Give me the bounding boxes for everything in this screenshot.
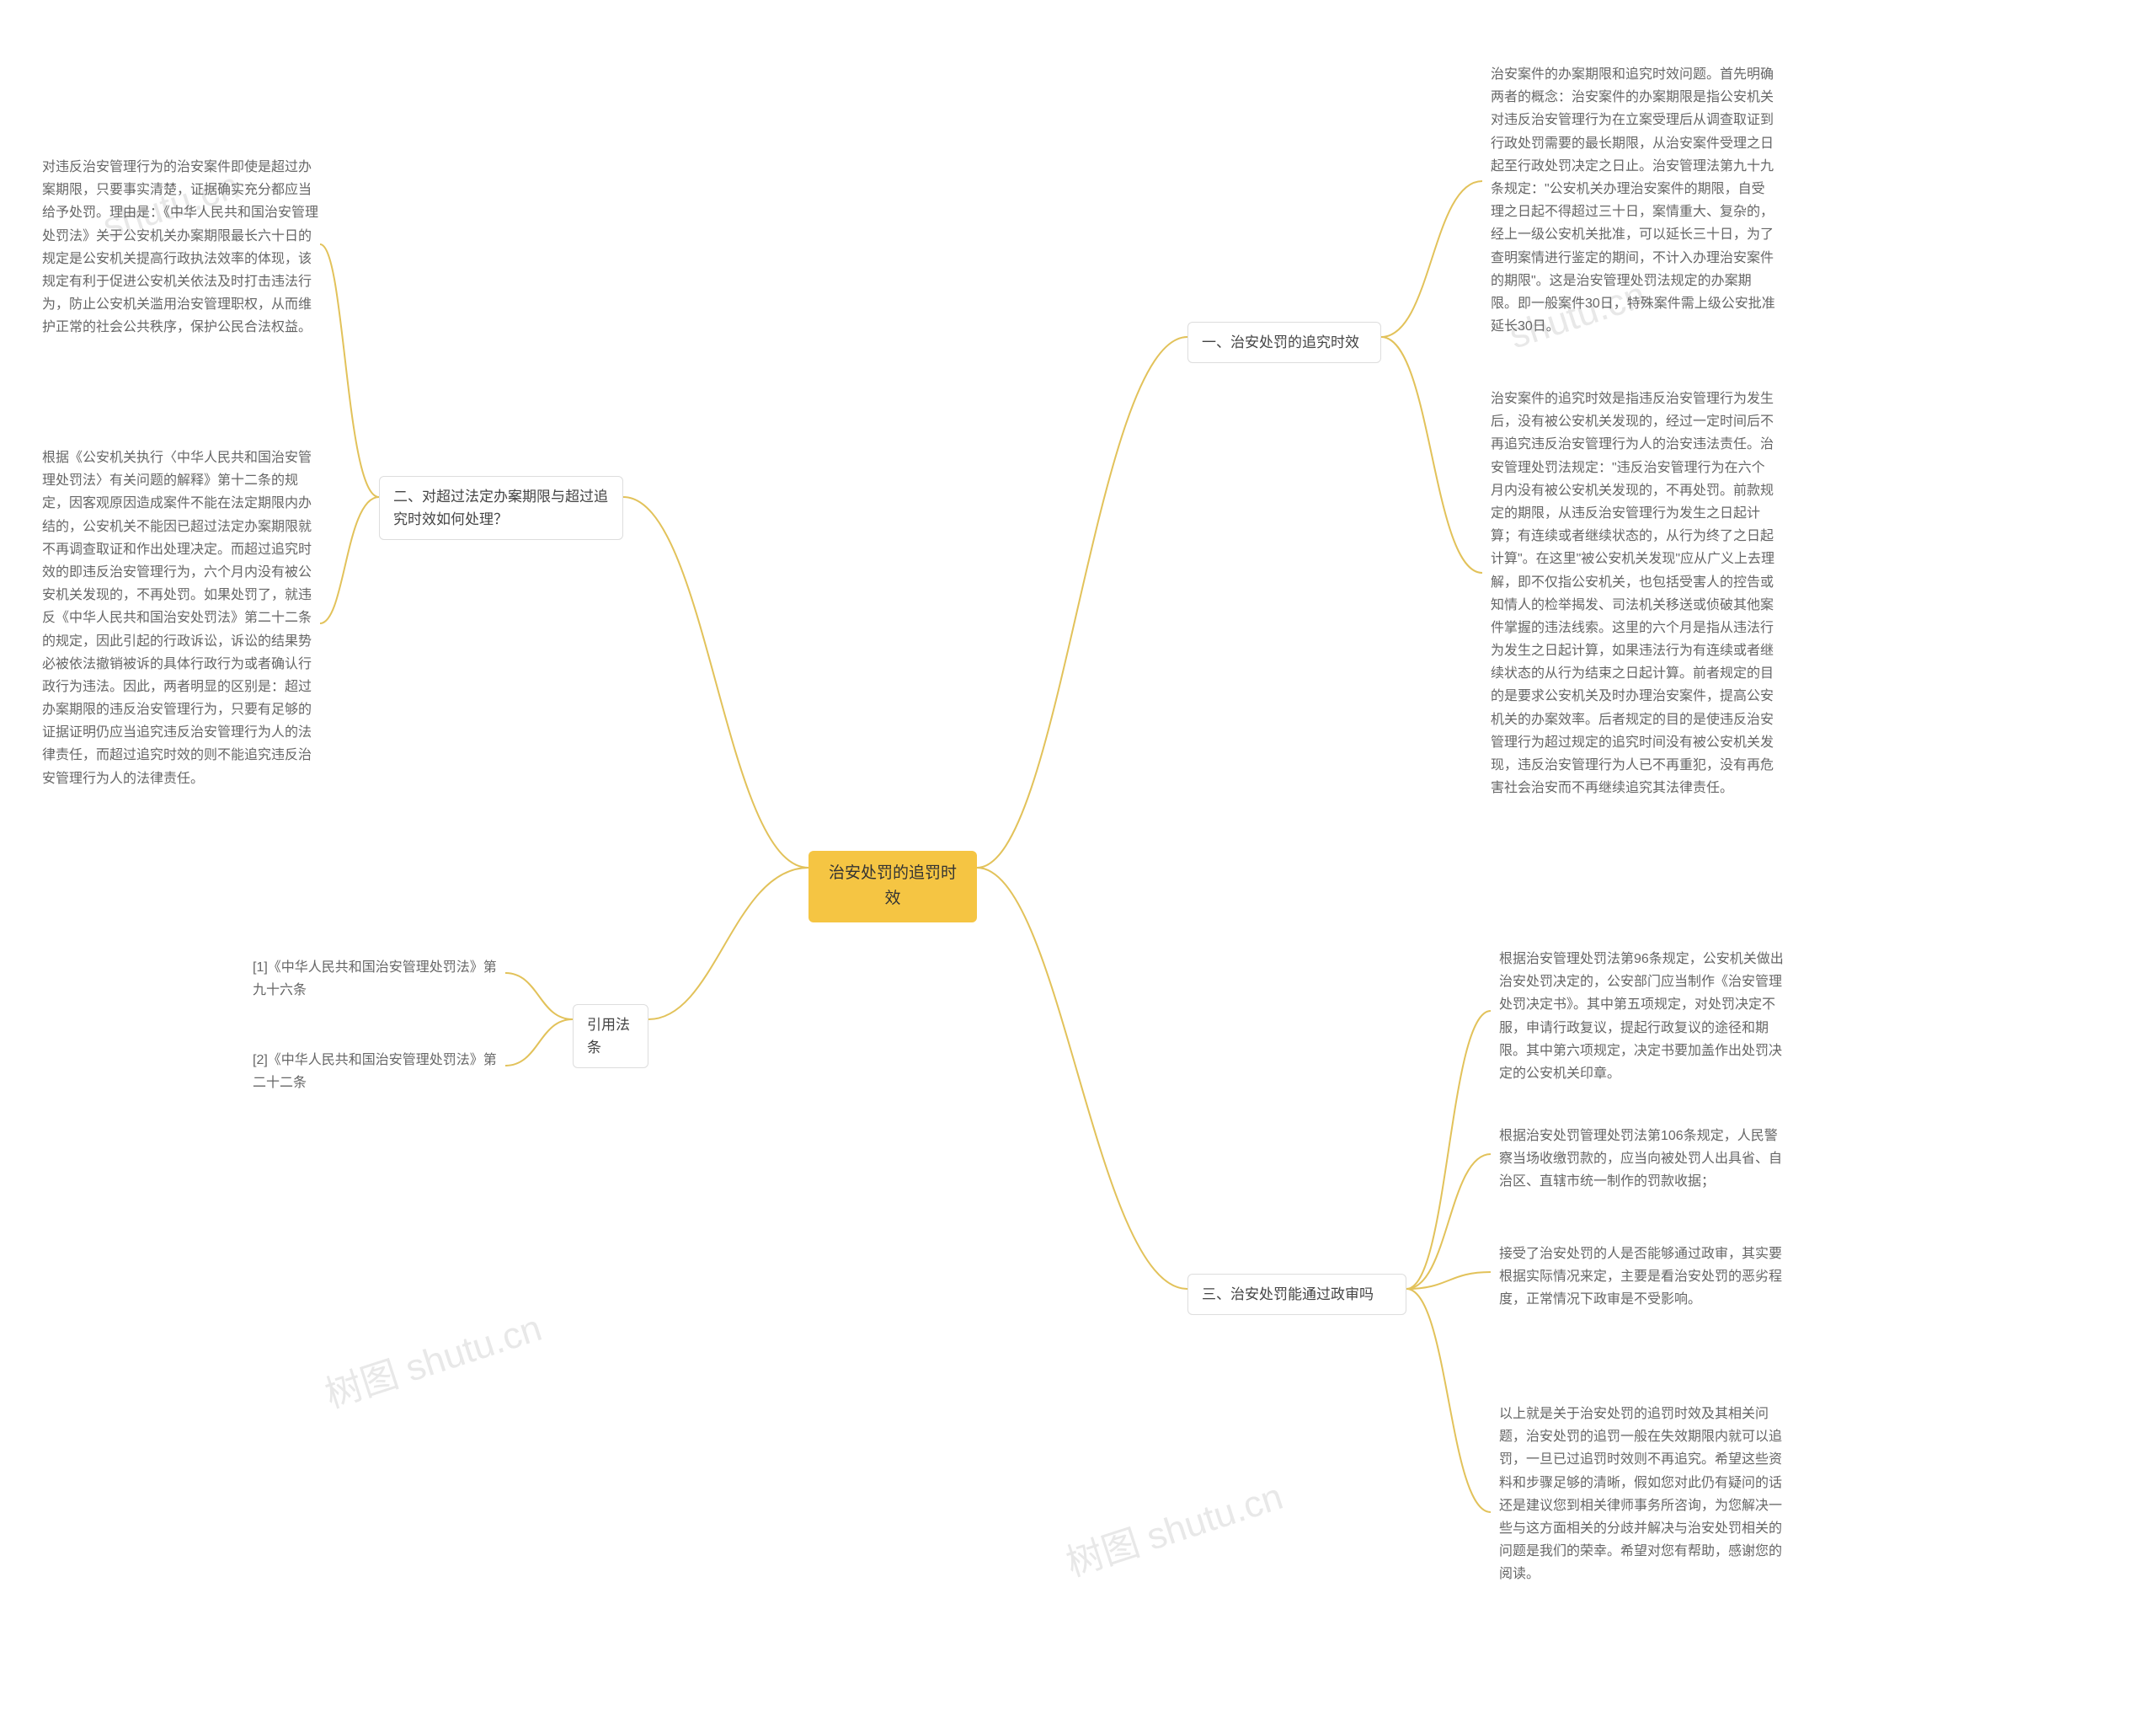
- section-1-title: 一、治安处罚的追究时效: [1187, 322, 1381, 363]
- connector-lines: [0, 0, 2156, 1732]
- section-1-leaf-2: 治安案件的追究时效是指违反治安管理行为发生后，没有被公安机关发现的，经过一定时间…: [1491, 388, 1777, 799]
- section-3-title: 三、治安处罚能通过政审吗: [1187, 1274, 1406, 1315]
- section-3-leaf-4: 以上就是关于治安处罚的追罚时效及其相关问题，治安处罚的追罚一般在失效期限内就可以…: [1499, 1403, 1785, 1586]
- section-4-leaf-1: [1]《中华人民共和国治安管理处罚法》第九十六条: [253, 956, 505, 1002]
- section-4-leaf-2: [2]《中华人民共和国治安管理处罚法》第二十二条: [253, 1049, 505, 1094]
- watermark: 树图 shutu.cn: [318, 1297, 547, 1418]
- section-1-leaf-1: 治安案件的办案期限和追究时效问题。首先明确两者的概念：治安案件的办案期限是指公安…: [1491, 63, 1777, 338]
- section-2-leaf-2: 根据《公安机关执行〈中华人民共和国治安管理处罚法〉有关问题的解释》第十二条的规定…: [42, 446, 320, 790]
- section-4-title: 引用法条: [573, 1004, 648, 1068]
- section-3-leaf-1: 根据治安管理处罚法第96条规定，公安机关做出治安处罚决定的，公安部门应当制作《治…: [1499, 948, 1785, 1085]
- section-2-leaf-1: 对违反治安管理行为的治安案件即使是超过办案期限，只要事实清楚，证据确实充分都应当…: [42, 156, 320, 339]
- section-3-leaf-3: 接受了治安处罚的人是否能够通过政审，其实要根据实际情况来定，主要是看治安处罚的恶…: [1499, 1243, 1785, 1312]
- watermark: 树图 shutu.cn: [1059, 1466, 1289, 1586]
- center-node: 治安处罚的追罚时效: [808, 851, 977, 922]
- section-2-title: 二、对超过法定办案期限与超过追究时效如何处理？: [379, 476, 623, 540]
- section-3-leaf-2: 根据治安处罚管理处罚法第106条规定，人民警察当场收缴罚款的，应当向被处罚人出具…: [1499, 1125, 1785, 1194]
